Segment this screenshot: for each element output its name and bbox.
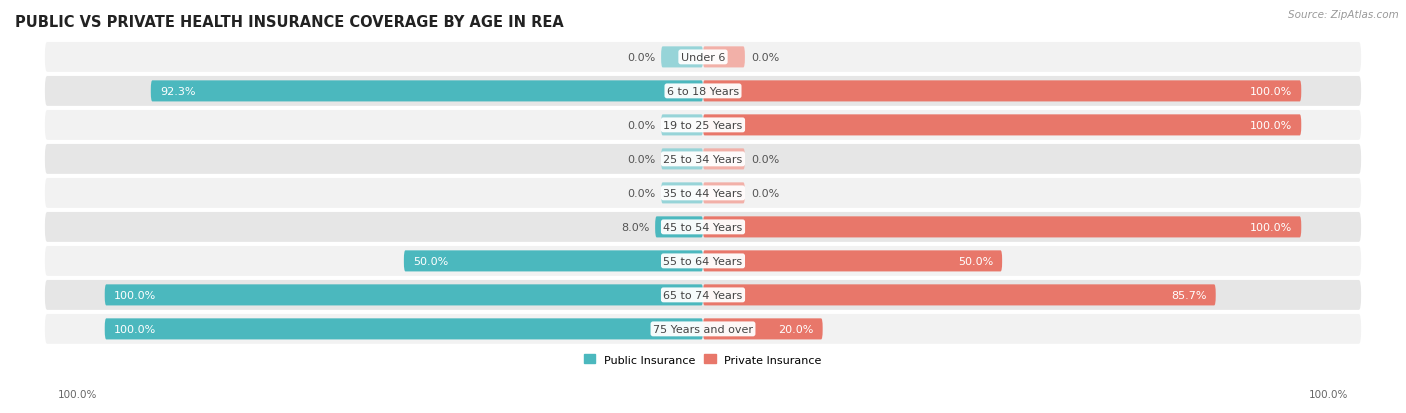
FancyBboxPatch shape — [45, 111, 1361, 140]
Text: 6 to 18 Years: 6 to 18 Years — [666, 87, 740, 97]
FancyBboxPatch shape — [703, 183, 745, 204]
FancyBboxPatch shape — [104, 285, 703, 306]
FancyBboxPatch shape — [703, 217, 1302, 238]
FancyBboxPatch shape — [703, 285, 1216, 306]
Text: 0.0%: 0.0% — [751, 154, 779, 164]
Text: 0.0%: 0.0% — [627, 154, 655, 164]
Text: 35 to 44 Years: 35 to 44 Years — [664, 188, 742, 198]
Text: 100.0%: 100.0% — [1250, 87, 1292, 97]
FancyBboxPatch shape — [45, 178, 1361, 208]
Text: 19 to 25 Years: 19 to 25 Years — [664, 121, 742, 131]
FancyBboxPatch shape — [150, 81, 703, 102]
FancyBboxPatch shape — [703, 81, 1302, 102]
FancyBboxPatch shape — [45, 280, 1361, 310]
FancyBboxPatch shape — [661, 47, 703, 68]
Legend: Public Insurance, Private Insurance: Public Insurance, Private Insurance — [581, 351, 825, 368]
Text: 0.0%: 0.0% — [627, 188, 655, 198]
Text: 75 Years and over: 75 Years and over — [652, 324, 754, 334]
Text: 92.3%: 92.3% — [160, 87, 195, 97]
FancyBboxPatch shape — [661, 115, 703, 136]
Text: 0.0%: 0.0% — [751, 53, 779, 63]
FancyBboxPatch shape — [104, 318, 703, 339]
Text: 0.0%: 0.0% — [751, 188, 779, 198]
Text: 0.0%: 0.0% — [627, 121, 655, 131]
Text: PUBLIC VS PRIVATE HEALTH INSURANCE COVERAGE BY AGE IN REA: PUBLIC VS PRIVATE HEALTH INSURANCE COVER… — [15, 15, 564, 30]
Text: 20.0%: 20.0% — [779, 324, 814, 334]
Text: 100.0%: 100.0% — [58, 389, 97, 399]
FancyBboxPatch shape — [45, 43, 1361, 73]
Text: 25 to 34 Years: 25 to 34 Years — [664, 154, 742, 164]
Text: 8.0%: 8.0% — [621, 222, 650, 233]
FancyBboxPatch shape — [703, 115, 1302, 136]
Text: 45 to 54 Years: 45 to 54 Years — [664, 222, 742, 233]
FancyBboxPatch shape — [45, 314, 1361, 344]
Text: 100.0%: 100.0% — [1309, 389, 1348, 399]
Text: 85.7%: 85.7% — [1171, 290, 1206, 300]
FancyBboxPatch shape — [45, 212, 1361, 242]
FancyBboxPatch shape — [703, 251, 1002, 272]
Text: 50.0%: 50.0% — [413, 256, 449, 266]
Text: 100.0%: 100.0% — [1250, 121, 1292, 131]
Text: Under 6: Under 6 — [681, 53, 725, 63]
Text: 55 to 64 Years: 55 to 64 Years — [664, 256, 742, 266]
FancyBboxPatch shape — [703, 318, 823, 339]
Text: 50.0%: 50.0% — [957, 256, 993, 266]
Text: 100.0%: 100.0% — [114, 324, 156, 334]
Text: Source: ZipAtlas.com: Source: ZipAtlas.com — [1288, 10, 1399, 20]
FancyBboxPatch shape — [703, 47, 745, 68]
FancyBboxPatch shape — [655, 217, 703, 238]
Text: 0.0%: 0.0% — [627, 53, 655, 63]
FancyBboxPatch shape — [404, 251, 703, 272]
FancyBboxPatch shape — [661, 149, 703, 170]
FancyBboxPatch shape — [703, 149, 745, 170]
Text: 100.0%: 100.0% — [114, 290, 156, 300]
FancyBboxPatch shape — [45, 246, 1361, 276]
FancyBboxPatch shape — [661, 183, 703, 204]
Text: 65 to 74 Years: 65 to 74 Years — [664, 290, 742, 300]
FancyBboxPatch shape — [45, 145, 1361, 174]
FancyBboxPatch shape — [45, 77, 1361, 107]
Text: 100.0%: 100.0% — [1250, 222, 1292, 233]
